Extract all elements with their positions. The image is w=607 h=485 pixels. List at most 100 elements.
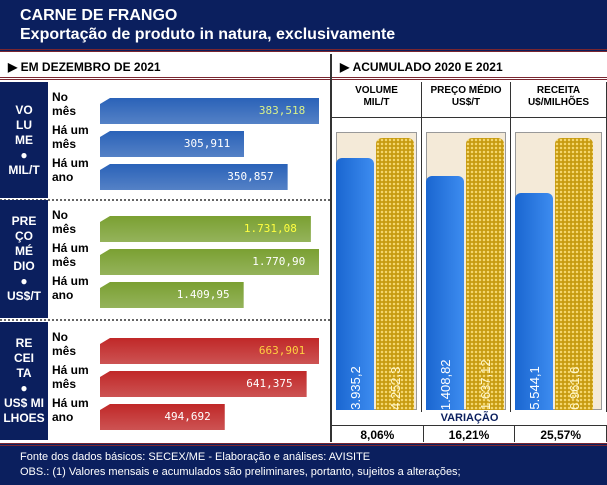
bar: 663,901 (100, 338, 320, 364)
group-label-line: ● (20, 381, 28, 395)
row-label-line: Há um (52, 123, 89, 137)
row-label: Há um ano (52, 156, 100, 184)
row-label-line: No (52, 90, 68, 104)
group-label: RE CEI TA ● US$ MI LHOES (0, 322, 48, 440)
bar: 1.409,95 (100, 282, 244, 308)
group-label-line: PRE (11, 214, 37, 228)
row-label-line: mês (52, 344, 77, 358)
bar-row: Há um mês 641,375 (52, 363, 330, 397)
metric-group: PRE ÇO MÉ DIO ● US$/T No mês 1.731,08 Há um mês 1.7… (0, 200, 330, 318)
group-label-line: TA (16, 366, 32, 380)
bar-value-label: 5.544,1 (526, 366, 542, 410)
row-label-line: mês (52, 377, 77, 391)
group-label-line: ● (20, 274, 28, 288)
bar: 1.770,90 (100, 249, 320, 275)
bar-value-label: 663,901 (258, 344, 306, 357)
bar-row: Há um ano 494,692 (52, 396, 330, 430)
bar-value-label: 1.770,90 (252, 255, 306, 268)
group-label-line: ● (20, 147, 28, 162)
group-label-line: MÉ (15, 244, 33, 258)
column-header-line: MIL/T (363, 97, 390, 108)
row-label: Há um ano (52, 274, 100, 302)
column-header-line: US$/T (451, 97, 481, 108)
bar-value-label: 1.408,82 (437, 359, 453, 410)
bar-value-label: 350,857 (227, 170, 274, 183)
group-label-line: US$ MI (3, 396, 44, 410)
section-headers: ▶ EM DEZEMBRO DE 2021 ▶ ACUMULADO 2020 E… (0, 54, 607, 80)
row-label-line: Há um (52, 363, 89, 377)
row-label: No mês (52, 90, 100, 118)
column-plot: 5.544,1 6.961,6 (511, 118, 606, 412)
row-label: Há um ano (52, 396, 100, 424)
group-label-line: VO (15, 102, 33, 117)
bar-value-label: 641,375 (246, 377, 293, 390)
right-section-title: ▶ ACUMULADO 2020 E 2021 (340, 60, 503, 74)
row-label: Há um mês (52, 123, 100, 151)
variation-revenue: 25,57% (515, 426, 607, 442)
group-separator (0, 199, 330, 201)
row-label-line: Há um (52, 396, 89, 410)
bar-row: Há um ano 1.409,95 (52, 274, 330, 308)
bar-rows: No mês 663,901 Há um mês 641,375 Há um ano 494,6… (52, 330, 330, 430)
variation-price: 16,21% (424, 426, 516, 442)
page-title: CARNE DE FRANGO (20, 7, 178, 24)
group-label-line: LHOES (3, 411, 45, 425)
accumulated-column: VOLUME MIL/T 3.935,2 4.252,3 (332, 82, 422, 412)
accumulated-column: RECEITA U$/MILHÕES 5.544,1 6.961,6 (511, 82, 607, 412)
variation-label: VARIAÇÃO (332, 412, 607, 426)
column-header: PREÇO MÉDIO US$/T (422, 82, 510, 118)
bar: 383,518 (100, 98, 320, 124)
column-plot: 3.935,2 4.252,3 (332, 118, 421, 412)
row-label: No mês (52, 330, 100, 358)
bar-rows: No mês 1.731,08 Há um mês 1.770,90 Há um ano 1.4… (52, 208, 330, 308)
group-label-line: CEI (13, 351, 34, 365)
bar-value-label: 1.731,08 (243, 222, 297, 235)
row-label-line: ano (52, 288, 74, 302)
column-header-line: PREÇO MÉDIO (430, 85, 502, 96)
bar-row: No mês 663,901 (52, 330, 330, 364)
header: CARNE DE FRANGO Exportação de produto in… (0, 0, 607, 52)
bar: 494,692 (100, 404, 225, 430)
group-label-line: DIO (13, 259, 35, 273)
bar: 641,375 (100, 371, 307, 397)
row-label-line: Há um (52, 274, 89, 288)
bar-value-label: 494,692 (164, 410, 211, 423)
bar-row: No mês 383,518 (52, 90, 330, 124)
row-label-line: No (52, 330, 68, 344)
left-section-title: ▶ EM DEZEMBRO DE 2021 (8, 60, 161, 74)
row-label-line: Há um (52, 156, 89, 170)
column-plot: 1.408,82 1.637,12 (422, 118, 510, 412)
column-header: VOLUME MIL/T (332, 82, 421, 118)
variation-volume: 8,06% (332, 426, 424, 442)
bar-value-label: 383,518 (258, 104, 306, 117)
row-label-line: mês (52, 222, 77, 236)
group-label-line: ÇO (15, 229, 33, 243)
bar-value-label: 4.252,3 (387, 366, 403, 410)
bar-row: Há um ano 350,857 (52, 156, 330, 190)
row-label-line: ano (52, 410, 74, 424)
bar-value-label: 1.409,95 (176, 288, 230, 301)
row-label-line: Há um (52, 241, 89, 255)
bar-2021: 4.252,3 (376, 138, 414, 410)
divider (330, 54, 332, 442)
accumulated-column: PREÇO MÉDIO US$/T 1.408,82 1.637,12 (422, 82, 511, 412)
variation-row: VARIAÇÃO 8,06% 16,21% 25,57% (332, 412, 607, 442)
bar-value-label: 305,911 (183, 137, 231, 150)
metric-group: RE CEI TA ● US$ MI LHOES No mês 663,901 Há um mês 6… (0, 322, 330, 440)
group-label-line: ME (15, 132, 33, 147)
metric-group: VO LU ME ● MIL/T No mês 383,518 Há um mês 305,911 H… (0, 82, 330, 198)
footer-note: OBS.: (1) Valores mensais e acumulados s… (20, 466, 461, 478)
column-header-line: VOLUME (355, 85, 398, 96)
column-header-line: U$/MILHÕES (527, 97, 590, 108)
row-label: No mês (52, 208, 100, 236)
group-label: PRE ÇO MÉ DIO ● US$/T (0, 200, 48, 318)
group-label-line: US$/T (6, 289, 41, 303)
bar: 305,911 (100, 131, 245, 157)
row-label-line: ano (52, 170, 74, 184)
row-label-line: mês (52, 104, 77, 118)
bar-2020: 5.544,1 (515, 193, 553, 410)
bar-rows: No mês 383,518 Há um mês 305,911 Há um ano 350,8… (52, 90, 330, 190)
row-label: Há um mês (52, 241, 100, 269)
bar-value-label: 1.637,12 (477, 359, 493, 410)
bar-row: Há um mês 305,911 (52, 123, 330, 157)
